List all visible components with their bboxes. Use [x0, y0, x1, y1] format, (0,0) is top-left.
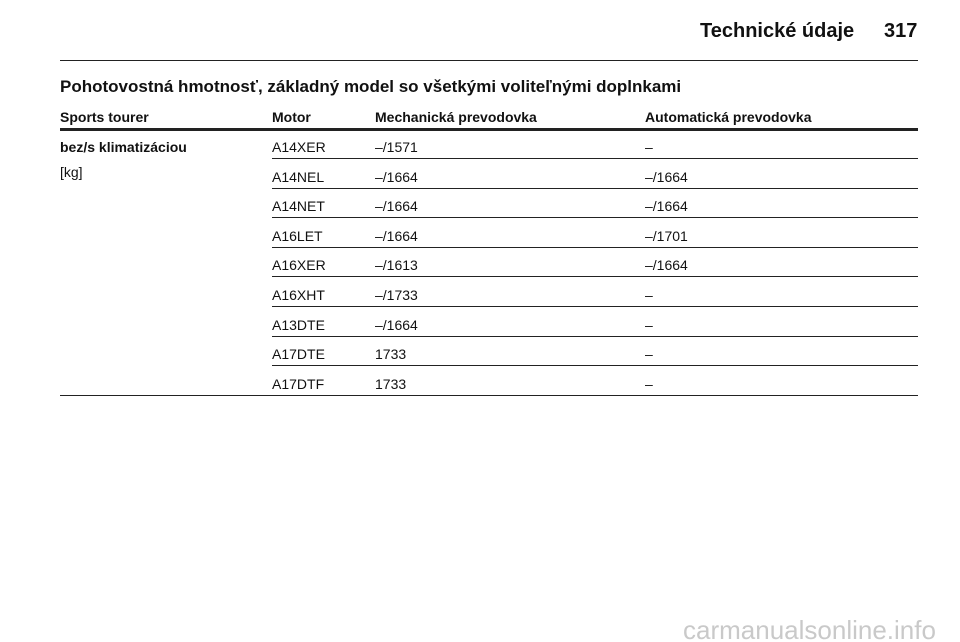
- header-row-rule: [60, 128, 918, 131]
- cell: A14NET: [272, 198, 325, 215]
- cell: –/1664: [375, 168, 418, 185]
- column-header: Mechanická prevodovka: [375, 109, 537, 125]
- cell: –: [645, 139, 653, 155]
- cell: –/1701: [645, 227, 688, 244]
- row-label: bez/s klimatizáciou: [60, 139, 187, 155]
- section-title: Technické údaje: [700, 20, 855, 42]
- row-rule: [272, 276, 918, 277]
- unit: [kg]: [60, 164, 83, 180]
- row-rule: [272, 247, 918, 248]
- cell: A17DTF: [272, 375, 325, 392]
- cell: A17DTE: [272, 346, 325, 363]
- cell: 1733: [375, 375, 407, 392]
- row-rule: [272, 188, 918, 189]
- column-header: Sports tourer: [60, 109, 149, 125]
- cell: A16XER: [272, 257, 326, 274]
- page-number: 317: [884, 20, 918, 42]
- watermark: carmanualsonline.info: [683, 615, 936, 642]
- cell: –/1613: [375, 257, 418, 274]
- row-rule: [272, 336, 918, 337]
- cell: A16XHT: [272, 287, 325, 303]
- row-rule: [272, 365, 918, 366]
- row-rule: [272, 306, 918, 307]
- cell: –/1664: [645, 168, 688, 185]
- table-title: Pohotovostná hmotnosť, základný model so…: [60, 77, 682, 96]
- row-rule: [272, 158, 918, 159]
- cell: –: [645, 375, 653, 392]
- cell: A14XER: [272, 139, 326, 155]
- cell: –/1664: [375, 227, 418, 244]
- cell: 1733: [375, 346, 407, 363]
- column-header: Automatická prevodovka: [645, 109, 812, 125]
- cell: –/1733: [375, 287, 418, 303]
- cell: A13DTE: [272, 316, 325, 333]
- cell: –/1664: [375, 316, 418, 333]
- cell: –/1664: [375, 198, 418, 215]
- cell: –: [645, 316, 653, 333]
- table-bottom-rule: [60, 395, 918, 396]
- cell: A14NEL: [272, 168, 325, 185]
- cell: –: [645, 346, 653, 363]
- header-rule: [60, 60, 918, 61]
- column-header: Motor: [272, 109, 311, 125]
- cell: –/1571: [375, 139, 418, 155]
- cell: –/1664: [645, 257, 688, 274]
- cell: –/1664: [645, 198, 688, 215]
- cell: A16LET: [272, 227, 323, 244]
- row-rule: [272, 217, 918, 218]
- cell: –: [645, 287, 653, 303]
